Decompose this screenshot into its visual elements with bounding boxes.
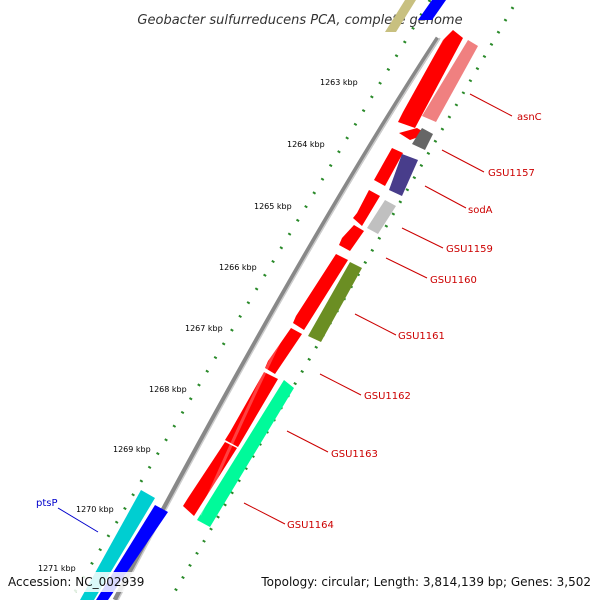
backbone-highlight: [117, 37, 441, 600]
leader-GSU1162: [319, 373, 362, 396]
cds-forward-7: [265, 328, 302, 374]
gene-label: GSU1160: [430, 275, 477, 286]
cds-forward-5: [339, 225, 364, 251]
leader-GSU1164: [243, 502, 286, 525]
leader-lines: [243, 93, 513, 525]
leader-sodA: [424, 185, 467, 209]
gene-label: GSU1164: [287, 520, 334, 531]
leader-GSU1159: [401, 227, 444, 249]
cds-forward-2: [399, 128, 427, 140]
genome-summary-text: Topology: circular; Length: 3,814,139 bp…: [260, 575, 591, 589]
scale-tick-ring: [68, 0, 432, 600]
gene-label: GSU1161: [398, 331, 445, 342]
gene-label: GSU1159: [446, 244, 493, 255]
leader-asnC: [469, 93, 513, 117]
cds-forward-6: [293, 254, 348, 330]
gene-label: GSU1163: [331, 449, 378, 460]
gene-label: asnC: [517, 112, 542, 123]
cds-forward-3: [374, 148, 403, 186]
gene-label: GSU1162: [364, 391, 411, 402]
backbone-circle: [112, 36, 441, 600]
footer-right-bg: [255, 572, 600, 592]
forward-cds-track: [183, 30, 463, 516]
tick-label: 1271 kbp: [38, 564, 76, 573]
tick-label: 1268 kbp: [149, 385, 187, 394]
gene-labels: asnC GSU1157 sodA GSU1159 GSU1160 GSU116…: [287, 112, 542, 531]
map-title: Geobacter sulfurreducens PCA, complete g…: [137, 13, 462, 28]
reverse-cds-track: [197, 40, 478, 527]
accession-text: Accession: NC_002939: [8, 575, 144, 589]
leader-GSU1161: [354, 313, 397, 336]
outer-tick-ring: [168, 0, 519, 600]
tick-label: 1267 kbp: [185, 324, 223, 333]
leader-GSU1160: [385, 257, 428, 279]
leader-GSU1163: [286, 430, 329, 453]
gene-GSU1157-feature: [412, 128, 433, 150]
gene-GSU1161-feature: [308, 262, 362, 342]
track-gloss: [198, 34, 447, 516]
cds-forward-9: [183, 442, 237, 516]
tick-label: 1270 kbp: [76, 505, 114, 514]
gene-asnC-feature: [422, 40, 478, 122]
tick-label: 1269 kbp: [113, 445, 151, 454]
tick-label: 1263 kbp: [320, 78, 358, 87]
partial-feature-olive: [385, 0, 416, 32]
gene-GSU1163-feature: [197, 380, 294, 527]
tick-label: 1266 kbp: [219, 263, 257, 272]
cds-forward-8: [225, 372, 278, 447]
footer-left-bg: [0, 572, 150, 592]
gene-label: ptsP: [36, 498, 58, 509]
gene-GSU1159-feature: [367, 200, 396, 234]
gene-sodA-feature: [389, 154, 418, 196]
tick-label: 1264 kbp: [287, 140, 325, 149]
cds-forward-1: [398, 30, 463, 128]
gene-label: sodA: [468, 205, 493, 216]
partial-feature-blue: [418, 0, 446, 20]
leader-GSU1157: [441, 149, 485, 173]
leader-ptsP: [57, 507, 99, 533]
cds-forward-4: [353, 190, 380, 226]
gene-label: GSU1157: [488, 168, 535, 179]
tick-label: 1265 kbp: [254, 202, 292, 211]
scale-ticks: 1263 kbp 1264 kbp 1265 kbp 1266 kbp 1267…: [38, 78, 358, 573]
